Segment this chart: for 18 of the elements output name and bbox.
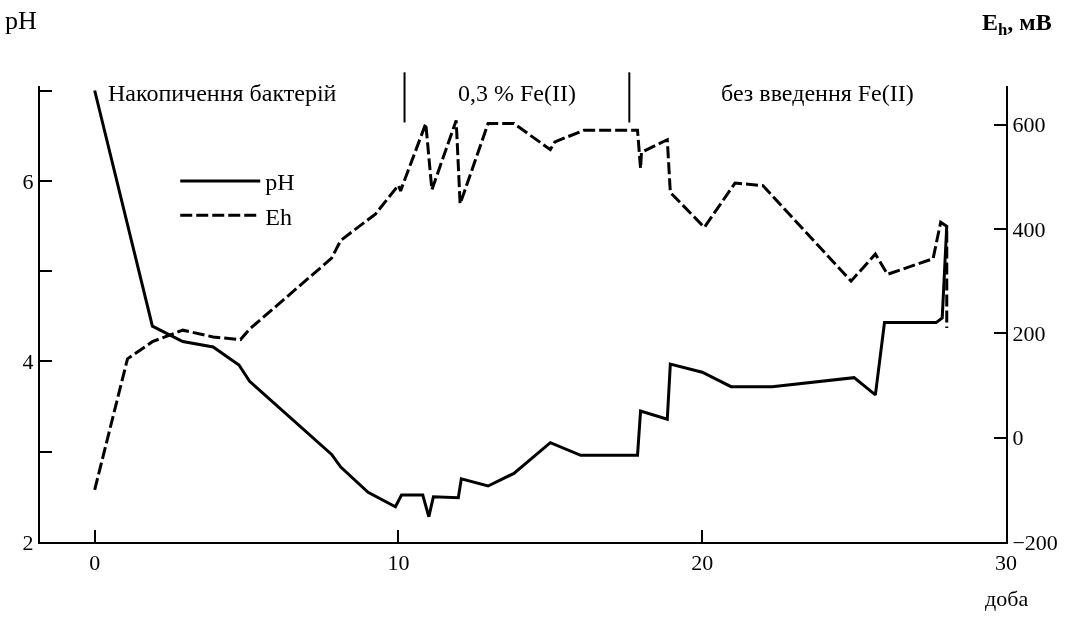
y2-tick-label: 0 [1012,425,1024,451]
x-tick-label: 20 [691,550,714,576]
y-axis-title: pH [5,6,37,35]
annotation: без введення Fe(II) [721,80,914,106]
y-tick-label: 2 [22,529,34,555]
y2-axis-title: E$_{h}$, мВ [982,9,1052,40]
annotation: 0,3 % Fe(II) [458,80,576,106]
annotation: Накопичення бактерій [108,80,337,106]
y2-tick-label: 600 [1012,112,1046,138]
x-tick-label: 0 [89,550,101,576]
x-axis-title: доба [985,586,1029,611]
x-tick-label: 10 [387,550,410,576]
legend-label: pH [265,169,295,196]
y2-tick-label: 400 [1012,216,1046,242]
y2-tick-label: 200 [1012,321,1046,346]
y-tick-label: 4 [22,349,34,375]
y-tick-label: 6 [22,168,34,194]
legend-label: Eh [265,203,292,230]
